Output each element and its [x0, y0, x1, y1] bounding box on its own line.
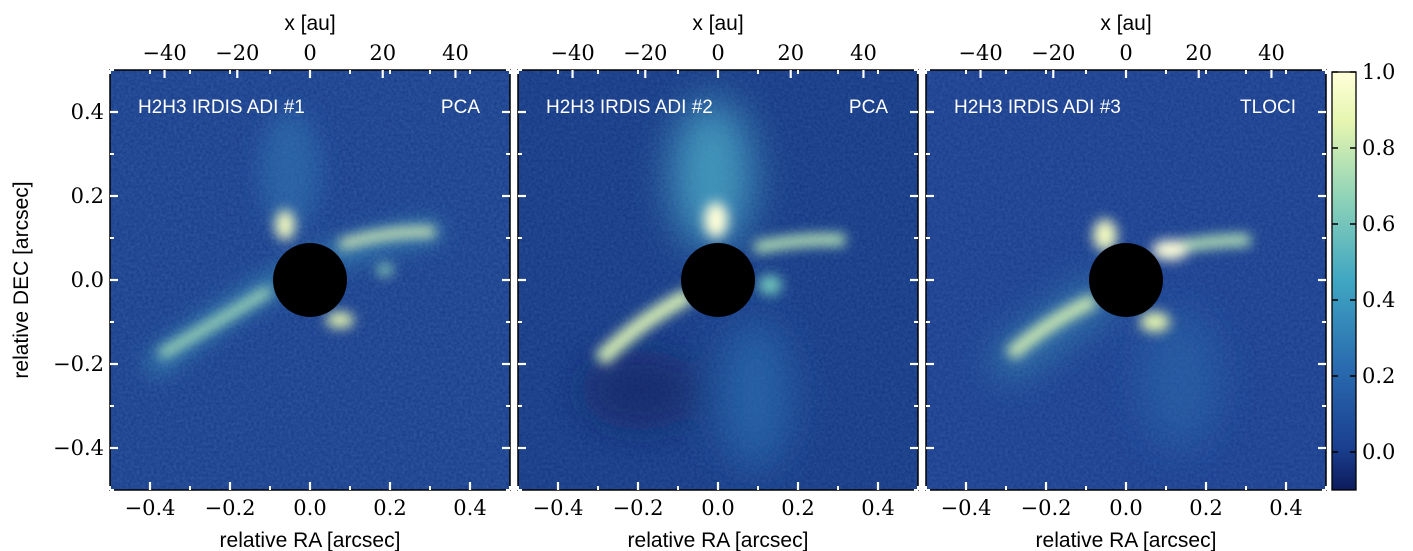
bottom-tick-label: 0.0 — [1109, 496, 1142, 520]
top-axis-title: x [au] — [284, 12, 335, 35]
top-tick-label: −20 — [215, 41, 259, 65]
axis-ticks: −0.4 −0.2 0.0 0.2 0.4 −40 −20 0 20 40 0.4 0.2 0.0 −0.… — [53, 41, 1327, 520]
top-tick-label: 40 — [1258, 41, 1285, 65]
panel-2-method: PCA — [849, 97, 888, 118]
bottom-tick-label: 0.2 — [1189, 496, 1222, 520]
panel-1-coronagraph-mask — [273, 243, 347, 317]
top-tick-label: 40 — [850, 41, 877, 65]
bottom-tick-label: −0.2 — [613, 496, 664, 520]
bottom-tick-label: 0.2 — [781, 496, 814, 520]
bottom-tick-label: 0.4 — [861, 496, 894, 520]
bottom-tick-label: −0.4 — [125, 496, 176, 520]
left-axis-title: relative DEC [arcsec] — [10, 181, 33, 378]
bottom-tick-label: −0.4 — [533, 496, 584, 520]
colorbar-tick-label: 0.2 — [1362, 364, 1395, 388]
panel-3-coronagraph-mask — [1089, 243, 1163, 317]
bottom-tick-label: 0.2 — [373, 496, 406, 520]
top-tick-label: 0 — [711, 41, 724, 65]
left-tick-label: 0.4 — [71, 100, 104, 124]
colorbar-tick-label: 0.8 — [1362, 136, 1395, 160]
bottom-axis-title: relative RA [arcsec] — [628, 529, 809, 551]
bottom-tick-label: 0.0 — [293, 496, 326, 520]
bottom-tick-label: 0.4 — [453, 496, 486, 520]
panel-1-disk — [157, 210, 436, 360]
top-tick-label: 0 — [303, 41, 316, 65]
top-tick-label: −40 — [958, 41, 1002, 65]
panel-2 — [518, 70, 918, 490]
bottom-tick-label: −0.2 — [1021, 496, 1072, 520]
panel-2-label: H2H3 IRDIS ADI #2 — [546, 97, 713, 118]
bottom-axis-title: relative RA [arcsec] — [1036, 529, 1217, 551]
top-tick-label: 40 — [442, 41, 469, 65]
panel-3 — [926, 70, 1326, 490]
panel-3-method: TLOCI — [1240, 97, 1296, 118]
colorbar-tick-label: 0.6 — [1362, 212, 1395, 236]
bottom-tick-label: −0.4 — [941, 496, 992, 520]
left-tick-label: −0.4 — [53, 436, 104, 460]
colorbar-tick-label: 0.4 — [1362, 288, 1395, 312]
panel-1 — [110, 70, 510, 490]
panel-1-method: PCA — [441, 97, 480, 118]
colorbar — [1331, 71, 1357, 491]
axis-titles: x [au] relative RA [arcsec] x [au] relative… — [10, 12, 1216, 551]
bottom-tick-label: 0.0 — [701, 496, 734, 520]
bottom-tick-label: −0.2 — [205, 496, 256, 520]
top-axis-title: x [au] — [1100, 12, 1151, 35]
panel-3-disk — [1005, 219, 1251, 361]
bottom-axis-title: relative RA [arcsec] — [220, 529, 401, 551]
top-tick-label: −40 — [550, 41, 594, 65]
left-tick-label: 0.2 — [71, 184, 104, 208]
top-axis-title: x [au] — [692, 12, 743, 35]
top-tick-label: 20 — [369, 41, 396, 65]
colorbar-ticks: 1.0 0.8 0.6 0.4 0.2 0.0 — [1332, 60, 1395, 464]
colorbar-tick-label: 1.0 — [1362, 60, 1395, 84]
panel-2-halo — [580, 100, 790, 470]
panel-2-disk — [594, 202, 846, 366]
left-tick-label: 0.0 — [71, 268, 104, 292]
top-tick-label: −40 — [142, 41, 186, 65]
bottom-tick-label: 0.4 — [1269, 496, 1302, 520]
panel-3-label: H2H3 IRDIS ADI #3 — [954, 97, 1121, 118]
top-tick-label: 0 — [1119, 41, 1132, 65]
left-tick-label: −0.2 — [53, 352, 104, 376]
top-tick-label: 20 — [1185, 41, 1212, 65]
top-tick-label: −20 — [623, 41, 667, 65]
colorbar-tick-label: 0.0 — [1362, 440, 1395, 464]
top-tick-label: −20 — [1031, 41, 1075, 65]
panel-2-coronagraph-mask — [681, 243, 755, 317]
top-tick-label: 20 — [777, 41, 804, 65]
panel-1-label: H2H3 IRDIS ADI #1 — [138, 97, 305, 118]
